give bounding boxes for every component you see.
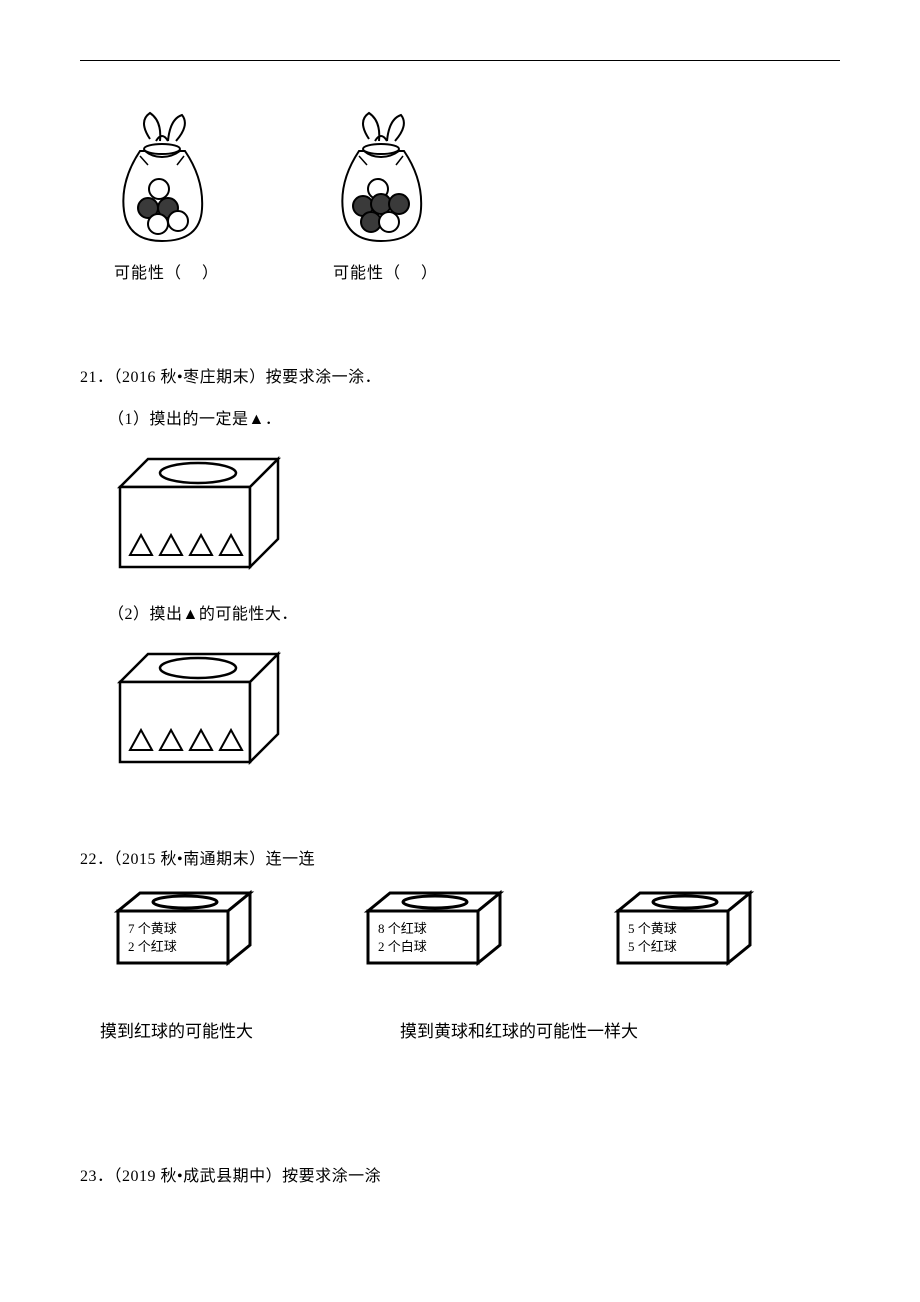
bag-2-caption-prefix: 可能性（ [333,265,401,282]
bag-2-block: 可能性（ ） [329,101,438,283]
bag-1-caption: 可能性（ ） [114,259,219,283]
q22-heading: 22．（2015 秋•南通期末）连一连 [80,845,840,869]
svg-text:8 个红球: 8 个红球 [378,921,427,936]
bag-2-caption-suffix: ） [421,265,438,282]
q22-label-right: 摸到黄球和红球的可能性一样大 [400,1017,638,1042]
q22-labels-row: 摸到红球的可能性大 摸到黄球和红球的可能性一样大 [100,1017,840,1042]
q23-heading: 23．（2019 秋•成武县期中）按要求涂一涂 [80,1162,840,1186]
bag-1-caption-prefix: 可能性（ [114,265,182,282]
bag-2-image [329,101,434,251]
svg-text:2 个红球: 2 个红球 [128,939,177,954]
q21-heading: 21．（2016 秋•枣庄期末）按要求涂一涂． [80,363,840,387]
q21-box-1 [108,447,840,582]
q22-box-2: 8 个红球 2 个白球 [360,887,510,972]
svg-text:5 个黄球: 5 个黄球 [628,921,677,936]
bag-1-block: 可能性（ ） [110,101,219,283]
top-rule [80,60,840,61]
q22-box-3: 5 个黄球 5 个红球 [610,887,760,972]
svg-text:2 个白球: 2 个白球 [378,939,427,954]
bag-2-caption: 可能性（ ） [333,259,438,283]
bag-1-image [110,101,215,251]
q22-boxes-row: 7 个黄球 2 个红球 8 个红球 2 个白球 5 个黄球 5 个红球 [110,887,840,972]
page: 可能性（ ） 可能性（ ） 21．（2016 秋•枣庄期末）按要求涂一涂． （1… [0,0,920,1302]
svg-text:7 个黄球: 7 个黄球 [128,921,177,936]
bags-row: 可能性（ ） 可能性（ ） [110,101,840,283]
q21-part1: （1）摸出的一定是▲． [108,405,840,429]
q22-box-1: 7 个黄球 2 个红球 [110,887,260,972]
q21-box-2 [108,642,840,777]
svg-text:5 个红球: 5 个红球 [628,939,677,954]
bag-1-caption-suffix: ） [202,265,219,282]
q22-label-left: 摸到红球的可能性大 [100,1017,400,1042]
q21-part2: （2）摸出▲的可能性大． [108,600,840,624]
